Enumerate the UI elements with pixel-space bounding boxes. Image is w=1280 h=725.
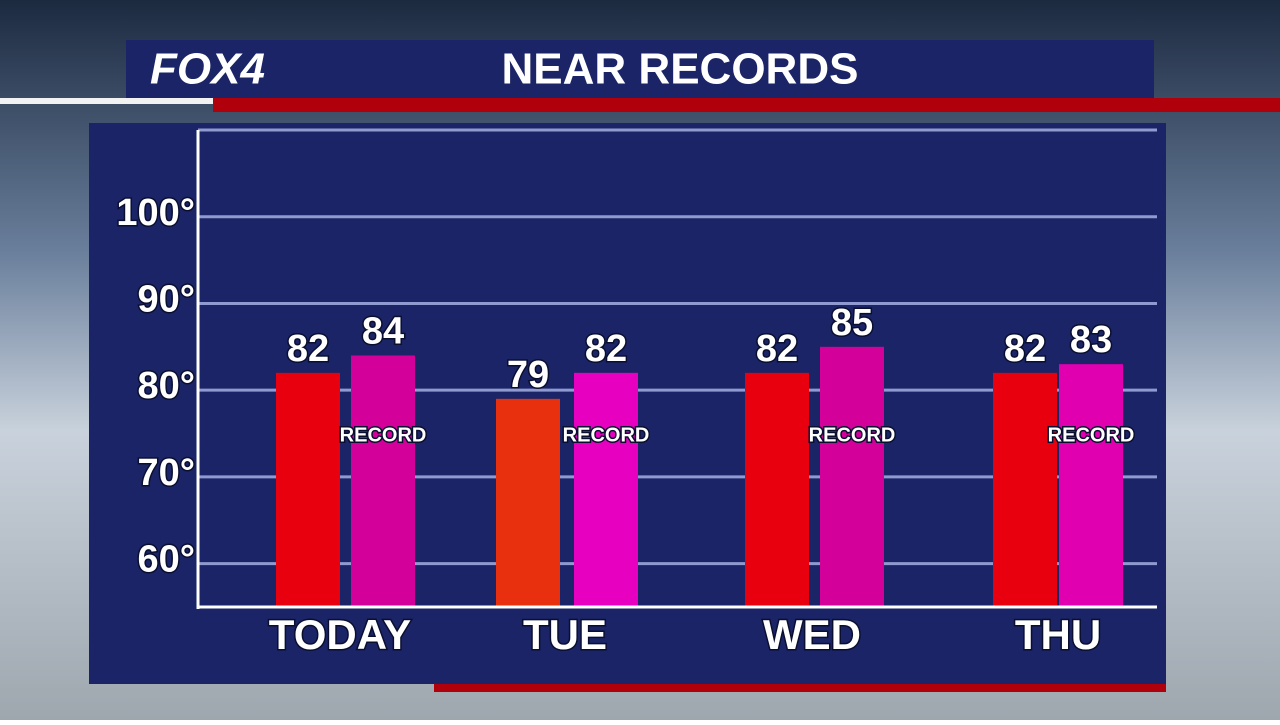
record-label: RECORD: [340, 424, 427, 446]
value-label: 84: [362, 311, 404, 353]
bar: [1059, 364, 1123, 607]
x-tick-label: WED: [763, 611, 861, 658]
header-stripe: [0, 98, 213, 104]
x-tick-label: THU: [1015, 611, 1101, 658]
bar: [351, 355, 415, 607]
x-tick-label: TODAY: [269, 611, 411, 658]
bar: [745, 372, 809, 607]
y-tick-label: 70°: [138, 452, 195, 494]
record-label: RECORD: [563, 424, 650, 446]
x-tick-label: TUE: [523, 611, 607, 658]
value-label: 85: [831, 302, 873, 344]
value-label: 83: [1070, 319, 1112, 361]
plot: [198, 215, 1157, 607]
value-label: 82: [585, 328, 627, 370]
record-label: RECORD: [809, 424, 896, 446]
header-stripe: [213, 98, 1280, 112]
bar: [276, 372, 340, 607]
footer-stripe: [434, 684, 1166, 692]
bar: [574, 372, 638, 607]
bar: [820, 346, 884, 607]
y-tick-label: 100°: [116, 192, 195, 234]
y-tick-label: 90°: [138, 278, 195, 320]
logo: FOX4: [150, 45, 265, 94]
value-label: 82: [1004, 328, 1046, 370]
value-label: 79: [507, 354, 549, 396]
y-tick-label: 60°: [138, 539, 195, 581]
y-tick-label: 80°: [138, 365, 195, 407]
bar: [993, 372, 1057, 607]
value-label: 82: [287, 328, 329, 370]
chart-title: NEAR RECORDS: [502, 45, 859, 94]
record-label: RECORD: [1048, 424, 1135, 446]
bar: [496, 398, 560, 607]
header-panel: [126, 40, 1154, 100]
value-label: 82: [756, 328, 798, 370]
